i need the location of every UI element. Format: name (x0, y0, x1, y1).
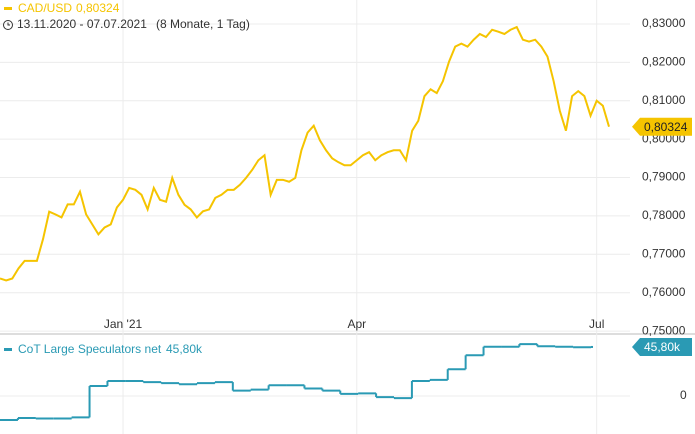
legend-swatch (4, 348, 12, 351)
y-tick-label: 0,76000 (642, 285, 686, 299)
last-value-tag (632, 117, 692, 136)
x-tick-label: Jul (589, 317, 604, 331)
price-line (0, 25, 610, 282)
y-tick-label: 0 (680, 388, 687, 402)
x-tick-label: Jan '21 (104, 317, 143, 331)
clock-hands (7, 22, 10, 26)
y-tick-label: 0,83000 (642, 16, 686, 30)
last-value-tag (632, 337, 692, 356)
date-range: 13.11.2020 - 07.07.2021 (17, 17, 147, 31)
period: (8 Monate, 1 Tag) (156, 17, 250, 31)
last-value-label: 0,80324 (644, 120, 688, 134)
legend-value: 0,80324 (76, 1, 120, 15)
y-tick-label: 0,77000 (642, 246, 686, 260)
y-tick-label: 0,75000 (642, 323, 686, 337)
y-tick-label: 0,79000 (642, 170, 686, 184)
y-tick-label: 0,82000 (642, 55, 686, 69)
last-value-label: 45,80k (644, 340, 681, 354)
clock-icon (3, 20, 13, 30)
legend-title: CAD/USD (18, 1, 72, 15)
x-tick-label: Apr (347, 317, 366, 331)
legend-swatch (4, 7, 12, 10)
legend-value: 45,80k (166, 342, 203, 356)
legend-title: CoT Large Speculators net (18, 342, 162, 356)
y-tick-label: 0,81000 (642, 93, 686, 107)
y-tick-label: 0,78000 (642, 208, 686, 222)
